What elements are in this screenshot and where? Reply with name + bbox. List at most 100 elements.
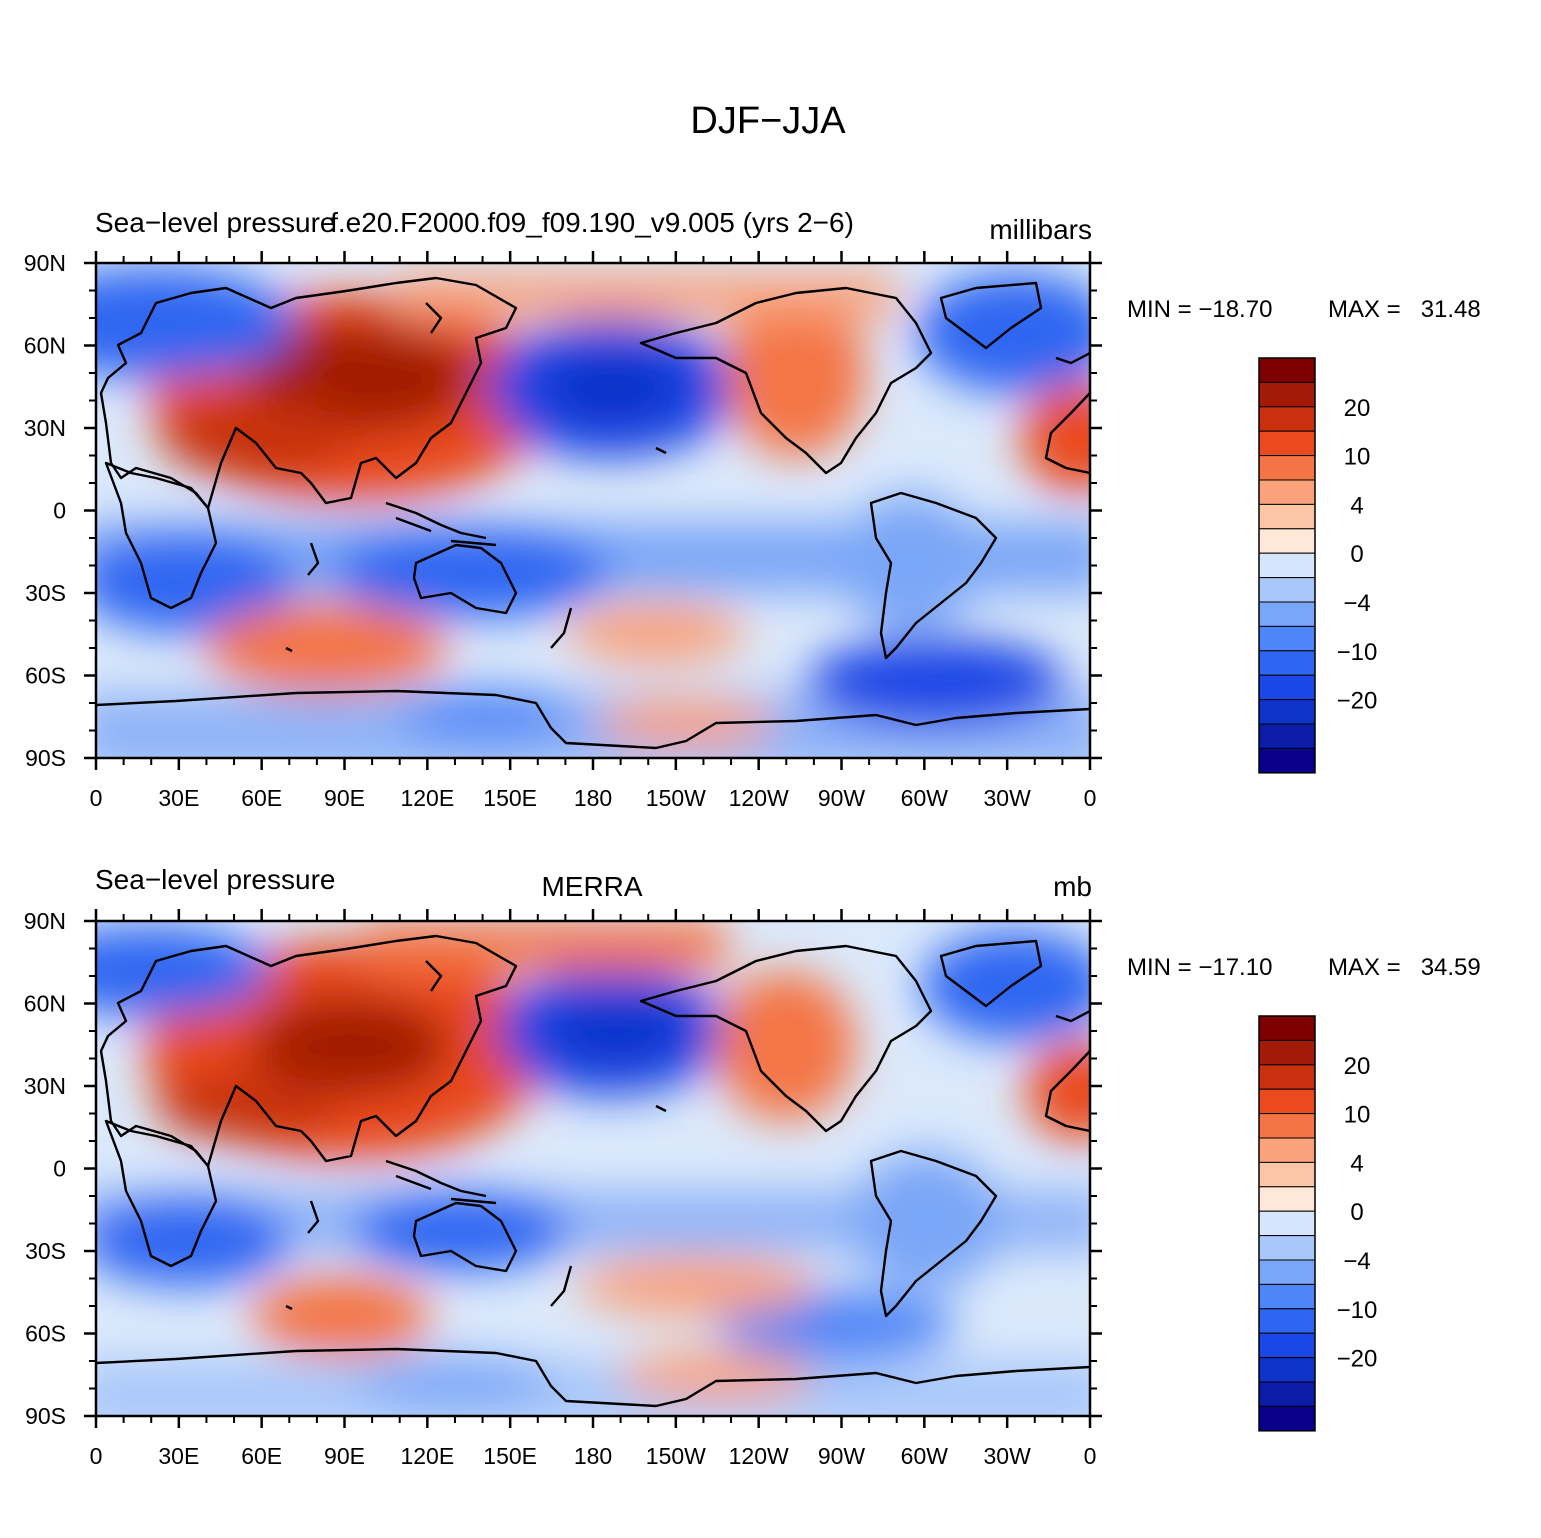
colorbar-swatch [1258,1381,1316,1407]
colorbar-frame [1258,357,1316,774]
lon-tick-label: 0 [90,1443,103,1469]
colorbar-swatch [1258,1283,1316,1310]
colorbar-swatch [1258,1161,1316,1188]
lon-axis: 0 30E 60E 90E 120E 150E 180 150W 120W 90W 60W 30W 0 [90,785,1097,811]
ticks [84,909,1102,1428]
colorbar-swatch [1258,1039,1316,1066]
min-label: MIN = −17.10 [1127,954,1272,981]
colorbar-swatch [1258,430,1316,457]
colorbar-label: −4 [1343,1248,1370,1275]
lon-tick-label: 60W [901,785,949,811]
lat-axis: 90N 60N 30N 0 30S 60S 90S [24,250,66,771]
lon-tick-label: 30W [984,785,1032,811]
lat-tick-label: 60S [25,1321,66,1347]
colorbar-swatch [1258,1357,1316,1383]
colorbar-swatch [1258,601,1316,627]
max-label: MAX = 34.59 [1328,954,1481,981]
max-label: MAX = 31.48 [1328,296,1481,323]
colorbar-swatch [1258,381,1316,408]
lat-tick-label: 60N [24,991,66,1017]
colorbar: 20 10 4 0 −4 −10 −20 [1258,1015,1378,1432]
colorbar-swatch [1258,747,1316,774]
colorbar-swatch [1258,1235,1316,1261]
lon-tick-label: 90W [818,1443,866,1469]
lat-tick-label: 30S [25,580,66,606]
colorbar-frame [1258,1015,1316,1432]
colorbar-swatch [1258,455,1316,481]
colorbar-label: 0 [1350,1199,1363,1226]
colorbar-label: 20 [1344,1053,1371,1080]
colorbar-swatch [1258,357,1316,383]
lon-tick-label: 90E [324,785,365,811]
colorbar-swatch [1258,552,1316,579]
pressure-map [96,263,1090,773]
colorbar-label: 0 [1350,541,1363,568]
min-label: MIN = −18.70 [1127,296,1272,323]
colorbar-swatch [1258,723,1316,749]
lon-tick-label: 0 [1084,785,1097,811]
colorbar-swatch [1258,1210,1316,1237]
lat-tick-label: 60S [25,663,66,689]
colorbar-swatch [1258,1137,1316,1163]
colorbar-swatch [1258,528,1316,554]
lat-tick-label: 90N [24,908,66,934]
lat-tick-label: 0 [53,498,66,524]
colorbar-label: −20 [1337,688,1378,715]
colorbar-swatch [1258,1308,1316,1334]
colorbar-swatch [1258,1064,1316,1090]
colorbar-label: 10 [1344,444,1371,471]
panel-center-title: f.e20.F2000.f09_f09.190_v9.005 (yrs 2−6) [330,207,854,238]
colorbar-swatch [1258,625,1316,652]
lon-tick-label: 150W [646,785,706,811]
lon-tick-label: 60E [241,785,282,811]
lon-tick-label: 0 [90,785,103,811]
lat-tick-label: 90S [25,1403,66,1429]
colorbar-swatch [1258,1332,1316,1359]
colorbar-swatch [1258,503,1316,530]
panel-center-title: MERRA [541,871,642,902]
colorbar-swatch [1258,577,1316,603]
lon-tick-label: 120W [729,785,789,811]
panel-obs: Sea−level pressure MERRA mb 90N 60N 30N 0 30… [24,864,1481,1469]
colorbar-label: 20 [1344,395,1371,422]
lon-tick-label: 90W [818,785,866,811]
lat-tick-label: 30N [24,415,66,441]
lat-tick-label: 0 [53,1156,66,1182]
colorbar-swatch [1258,650,1316,676]
panel-left-title: Sea−level pressure [95,207,335,238]
lon-tick-label: 150E [483,785,537,811]
colorbar-label: −20 [1337,1346,1378,1373]
colorbar-swatch [1258,1113,1316,1139]
lat-tick-label: 60N [24,333,66,359]
lat-tick-label: 90S [25,745,66,771]
lon-tick-label: 120E [400,1443,454,1469]
lon-tick-label: 60E [241,1443,282,1469]
lon-tick-label: 30E [158,1443,199,1469]
colorbar: 20 10 4 0 −4 −10 −20 [1258,357,1378,774]
panel-model: Sea−level pressure f.e20.F2000.f09_f09.1… [24,207,1481,811]
colorbar-swatch [1258,1405,1316,1432]
colorbar-swatch [1258,1015,1316,1041]
lon-tick-label: 0 [1084,1443,1097,1469]
lon-tick-label: 60W [901,1443,949,1469]
lon-tick-label: 180 [574,1443,612,1469]
colorbar-label: 10 [1344,1102,1371,1129]
colorbar-label: −10 [1337,639,1378,666]
colorbar-swatch [1258,1186,1316,1212]
pressure-map [96,921,1090,1431]
figure-title: DJF−JJA [690,100,846,142]
panel-left-title: Sea−level pressure [95,864,335,895]
panel-units: mb [1053,871,1092,902]
colorbar-swatch [1258,479,1316,505]
panel-units: millibars [989,214,1092,245]
lon-tick-label: 150E [483,1443,537,1469]
lon-tick-label: 120W [729,1443,789,1469]
lon-axis: 0 30E 60E 90E 120E 150E 180 150W 120W 90W 60W 30W 0 [90,1443,1097,1469]
lat-axis: 90N 60N 30N 0 30S 60S 90S [24,908,66,1429]
lon-tick-label: 120E [400,785,454,811]
lat-tick-label: 30S [25,1238,66,1264]
lat-tick-label: 90N [24,250,66,276]
colorbar-swatch [1258,1088,1316,1115]
ticks [84,251,1102,770]
